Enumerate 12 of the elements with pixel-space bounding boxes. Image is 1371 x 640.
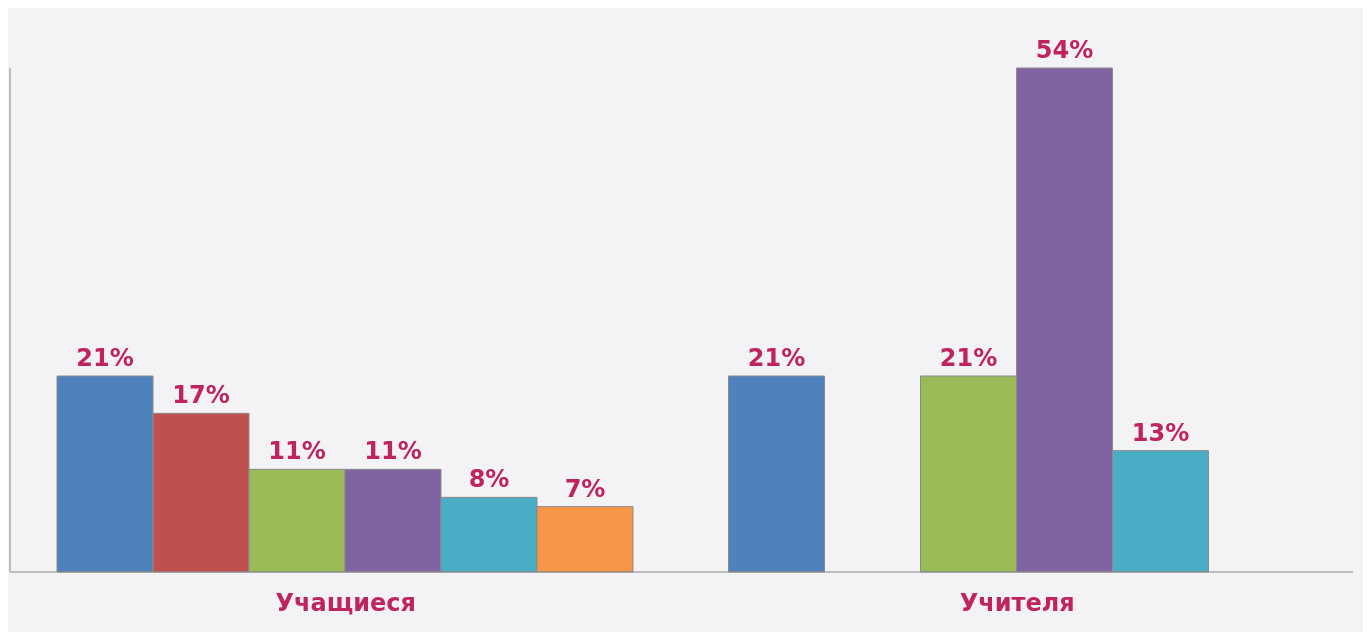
data-label: 13% [1131,418,1190,447]
data-label: 8% [468,465,510,494]
data-label: 17% [172,381,230,410]
data-label: 11% [268,437,326,466]
data-label: 54% [1035,36,1094,64]
data-label: 11% [364,437,422,466]
x-tick-label: Учащиеся [275,589,416,618]
data-label: 21% [76,344,134,372]
data-label: 21% [747,344,806,372]
data-label: 21% [939,344,998,372]
x-tick-label: Учителя [959,589,1075,618]
data-label: 7% [564,474,606,503]
